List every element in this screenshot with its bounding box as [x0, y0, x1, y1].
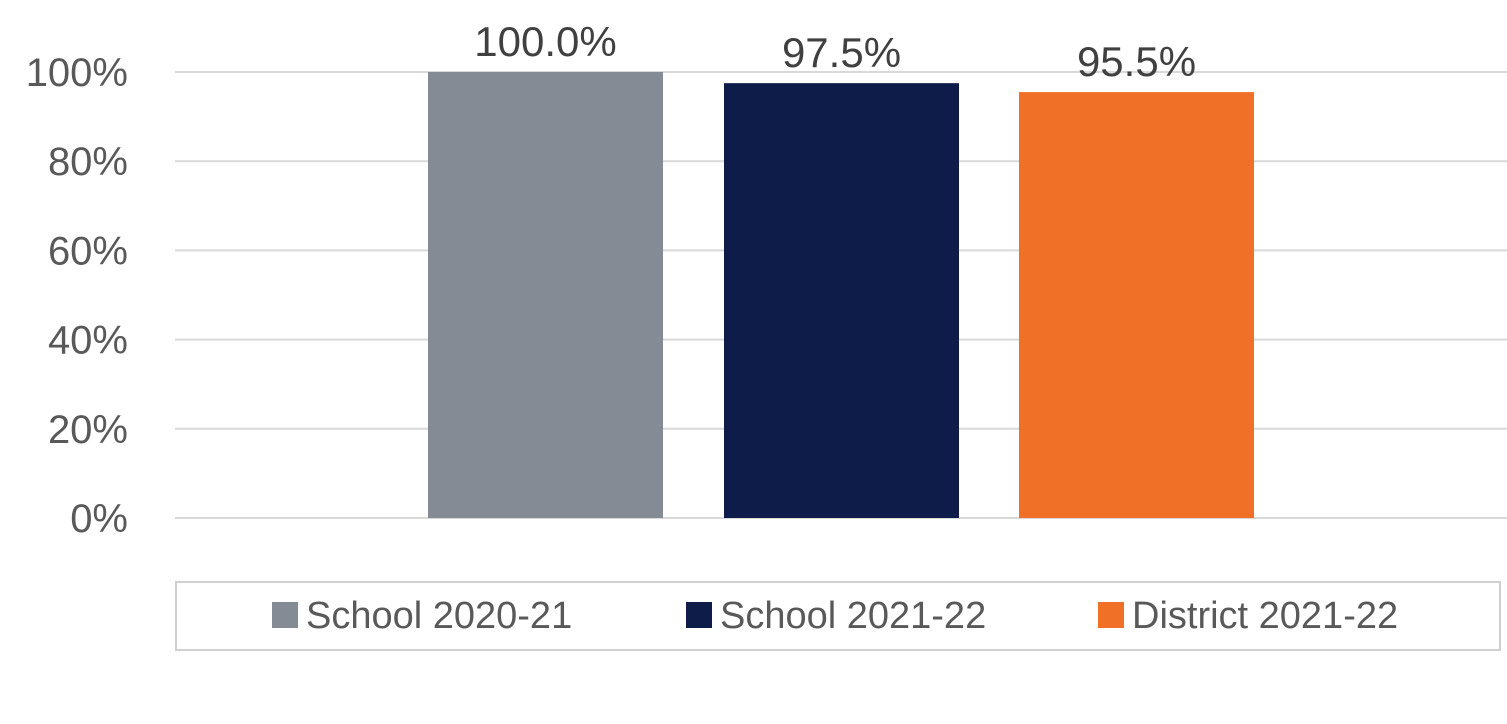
y-tick-label: 80% — [48, 140, 128, 184]
legend-swatch — [272, 602, 298, 628]
y-axis-ticks: 0% 20% 40% 60% 80% 100% — [26, 51, 128, 541]
legend-swatch — [1098, 602, 1124, 628]
legend-label: School 2021-22 — [720, 595, 986, 637]
legend-swatch — [686, 602, 712, 628]
data-labels: 100.0% 97.5% 95.5% — [474, 18, 1196, 85]
legend-label: School 2020-21 — [306, 595, 572, 637]
bar — [724, 83, 959, 519]
y-tick-label: 20% — [48, 408, 128, 452]
data-label: 97.5% — [782, 29, 901, 76]
y-tick-label: 0% — [70, 497, 128, 541]
bars — [428, 72, 1254, 519]
bar — [1019, 92, 1254, 518]
legend-label: District 2021-22 — [1132, 595, 1398, 637]
legend: School 2020-21 School 2021-22 District 202… — [175, 581, 1501, 651]
data-label: 100.0% — [474, 18, 616, 65]
y-tick-label: 60% — [48, 229, 128, 273]
bar — [428, 72, 663, 518]
y-tick-label: 40% — [48, 319, 128, 363]
y-tick-label: 100% — [26, 51, 128, 95]
data-label: 95.5% — [1077, 38, 1196, 85]
